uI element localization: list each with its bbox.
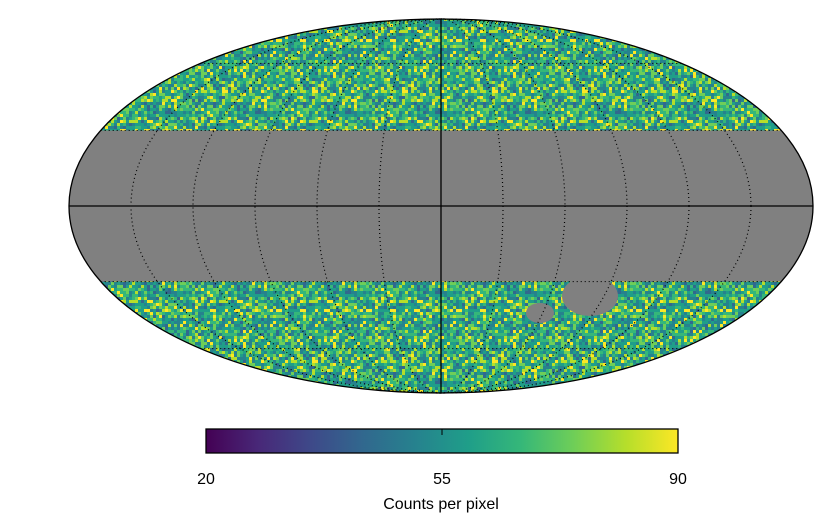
colorbar-label: Counts per pixel — [383, 496, 499, 513]
masked-region — [526, 303, 554, 323]
sky-map — [68, 18, 814, 394]
colorbar: 20 55 90 — [197, 428, 687, 488]
masked-region — [562, 276, 618, 316]
colorbar-tick-label: 20 — [197, 471, 215, 488]
colorbar-tick-label: 55 — [433, 471, 451, 488]
colorbar-tick-label: 90 — [669, 471, 687, 488]
map-outline — [68, 18, 814, 394]
